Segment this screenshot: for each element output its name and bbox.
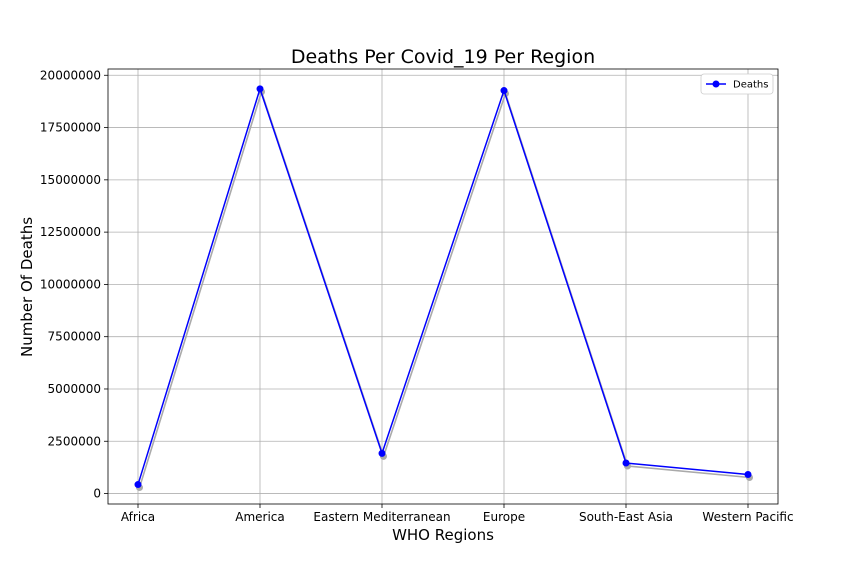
y-tick-label: 7500000 — [48, 330, 101, 344]
y-axis-label: Number Of Deaths — [18, 217, 36, 357]
x-axis-label: WHO Regions — [392, 526, 494, 544]
y-tick-label: 2500000 — [48, 434, 101, 448]
y-tick-label: 17500000 — [40, 121, 101, 135]
x-tick-label: Africa — [121, 510, 155, 524]
data-point — [622, 459, 630, 467]
y-tick-label: 20000000 — [40, 68, 101, 82]
data-point — [500, 87, 508, 95]
data-point — [744, 471, 752, 479]
y-tick-label: 12500000 — [40, 225, 101, 239]
y-tick-label: 5000000 — [48, 382, 101, 396]
legend-box — [700, 73, 774, 95]
axes: Africa America Eastern Mediterranean Europe… — [40, 68, 794, 524]
y-tick-label: 0 — [93, 487, 101, 501]
plot-area — [134, 85, 753, 492]
chart-title: Deaths Per Covid_19 Per Region — [291, 46, 595, 68]
legend-label: Deaths — [733, 80, 768, 91]
x-tick-label: South-East Asia — [579, 510, 673, 524]
plot-frame — [107, 68, 779, 505]
x-tick-label: Western Pacific — [702, 510, 793, 524]
legend: Deaths — [700, 73, 774, 95]
x-tick-label: Eastern Mediterranean — [313, 510, 450, 524]
y-tick-label: 10000000 — [40, 277, 101, 291]
grid — [108, 69, 778, 504]
x-tick-label: America — [235, 510, 285, 524]
x-tick-label: Europe — [483, 510, 525, 524]
series-line-deaths — [137, 86, 749, 485]
y-tick-label: 15000000 — [40, 173, 101, 187]
legend-marker — [712, 80, 720, 88]
series-shadow-line — [138, 89, 750, 488]
data-point — [256, 85, 264, 93]
data-point — [134, 481, 142, 489]
data-point — [378, 449, 386, 457]
